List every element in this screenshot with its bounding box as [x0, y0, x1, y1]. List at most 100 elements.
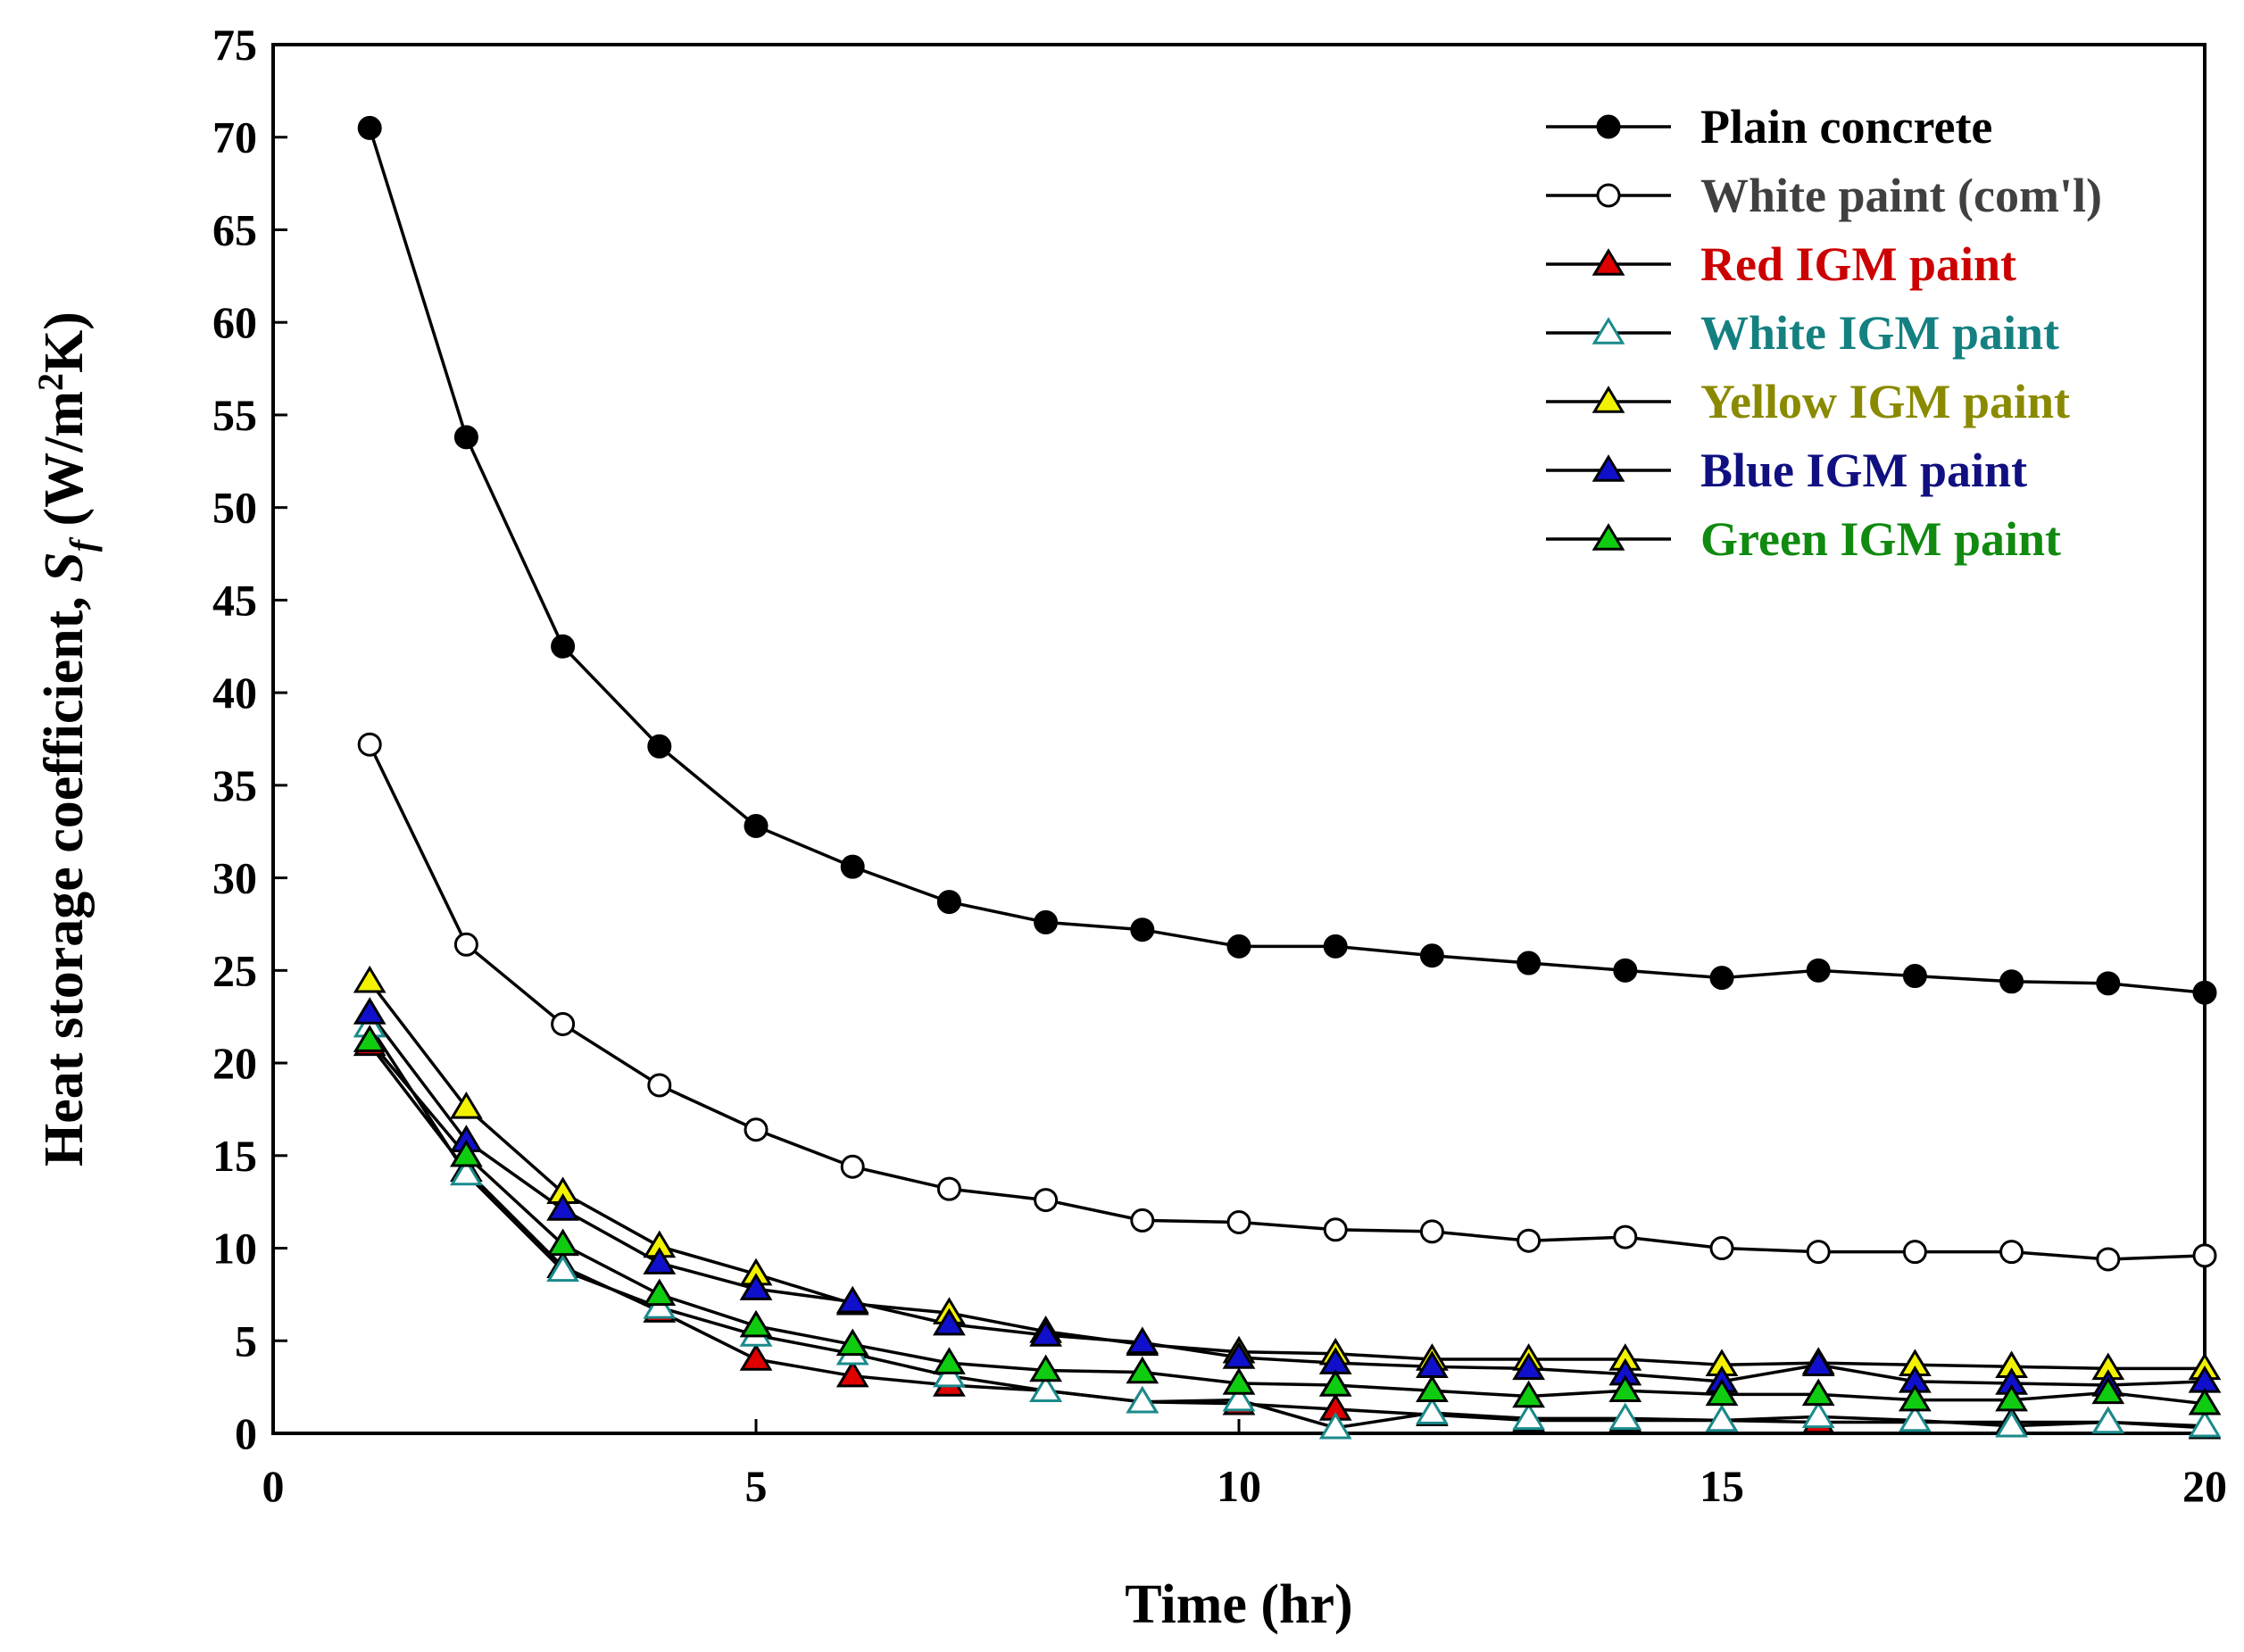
data-point-white-paint-com-l: [2192, 1243, 2217, 1268]
data-point-green-igm-paint: [1705, 1378, 1739, 1407]
data-point-white-igm-paint: [1029, 1374, 1062, 1403]
data-point-green-igm-paint: [1126, 1356, 1159, 1384]
data-point-green-igm-paint: [1318, 1369, 1352, 1397]
data-point-plain-concrete: [1709, 966, 1734, 991]
data-point-plain-concrete: [2192, 980, 2217, 1005]
y-tick-label: 50: [212, 483, 257, 533]
series-line-white-igm-paint: [368, 1025, 2206, 1430]
data-point-green-igm-paint: [643, 1278, 677, 1307]
y-axis-title-var: S: [34, 552, 95, 582]
data-point-white-igm-paint: [1608, 1402, 1642, 1431]
data-point-white-paint-com-l: [1130, 1208, 1155, 1233]
data-point-green-igm-paint: [1416, 1374, 1449, 1403]
data-point-plain-concrete: [936, 890, 961, 915]
x-tick-label: 20: [2182, 1461, 2227, 1511]
data-point-plain-concrete: [1902, 964, 1927, 989]
data-point-green-igm-paint: [353, 1025, 386, 1052]
data-point-green-igm-paint: [1899, 1383, 1932, 1412]
data-point-white-igm-paint: [1416, 1397, 1449, 1424]
data-point-plain-concrete: [1806, 958, 1831, 983]
data-point-white-paint-com-l: [647, 1073, 672, 1098]
legend-label-yellow-igm-paint: Yellow IGM paint: [1700, 375, 2070, 428]
data-point-blue-igm-paint: [739, 1273, 773, 1300]
legend-label-white-paint-com-l: White paint (com'l): [1700, 169, 2102, 222]
series-line-green-igm-paint: [368, 1040, 2206, 1406]
data-point-green-igm-paint: [2091, 1376, 2125, 1405]
data-point-white-igm-paint: [1512, 1402, 1545, 1431]
data-point-plain-concrete: [1517, 951, 1542, 975]
y-tick-label: 40: [212, 668, 257, 718]
data-point-green-igm-paint: [546, 1228, 579, 1257]
x-axis-title: Time (hr): [1125, 1574, 1352, 1635]
data-point-white-paint-com-l: [1034, 1188, 1059, 1213]
data-point-plain-concrete: [1034, 909, 1059, 934]
y-tick-label: 65: [212, 204, 257, 254]
data-point-green-igm-paint: [1512, 1380, 1545, 1408]
x-tick-label: 5: [745, 1461, 768, 1511]
y-axis-title: Heat storage coefficient, Sf (W/m2K): [30, 311, 103, 1166]
data-point-blue-igm-paint: [546, 1193, 579, 1221]
data-point-white-paint-com-l: [453, 932, 478, 957]
legend-label-green-igm-paint: Green IGM paint: [1700, 512, 2061, 566]
data-point-plain-concrete: [1999, 969, 2024, 994]
data-point-plain-concrete: [1323, 934, 1348, 959]
data-point-blue-igm-paint: [643, 1247, 677, 1274]
data-point-green-igm-paint: [933, 1347, 966, 1374]
y-tick-label: 35: [212, 760, 257, 810]
data-point-white-paint-com-l: [357, 732, 382, 757]
data-point-plain-concrete: [1130, 917, 1155, 942]
x-tick-label: 10: [1217, 1461, 1261, 1511]
y-tick-label: 75: [212, 20, 257, 70]
legend-marker-red-igm-paint: [1592, 248, 1625, 276]
legend-label-blue-igm-paint: Blue IGM paint: [1700, 444, 2027, 497]
legend-marker-yellow-igm-paint: [1592, 386, 1625, 413]
data-point-white-paint-com-l: [2096, 1247, 2121, 1272]
y-tick-label: 20: [212, 1038, 257, 1088]
series-line-blue-igm-paint: [368, 1011, 2206, 1387]
data-point-red-igm-paint: [739, 1343, 773, 1371]
y-tick-label: 70: [212, 112, 257, 162]
data-point-blue-igm-paint: [1029, 1319, 1062, 1347]
data-point-white-igm-paint: [1995, 1409, 2028, 1438]
legend-marker-plain-concrete: [1596, 114, 1621, 139]
data-point-plain-concrete: [840, 854, 865, 879]
data-point-white-igm-paint: [546, 1254, 579, 1283]
data-point-white-paint-com-l: [744, 1117, 769, 1142]
data-point-blue-igm-paint: [1801, 1349, 1835, 1376]
y-tick-label: 5: [235, 1316, 257, 1366]
data-point-plain-concrete: [551, 634, 576, 659]
data-point-plain-concrete: [1613, 958, 1638, 983]
data-point-white-igm-paint: [1705, 1404, 1739, 1432]
data-point-white-paint-com-l: [936, 1176, 961, 1201]
data-point-white-paint-com-l: [1226, 1209, 1251, 1234]
y-tick-label: 25: [212, 945, 257, 995]
data-point-plain-concrete: [744, 814, 769, 839]
data-point-white-paint-com-l: [551, 1011, 576, 1036]
data-point-plain-concrete: [1419, 943, 1444, 968]
y-axis-title-sub: f: [62, 536, 103, 552]
legend: Plain concrete White paint (com'l) Red IGM…: [1546, 100, 2102, 566]
data-point-green-igm-paint: [739, 1309, 773, 1338]
data-point-blue-igm-paint: [933, 1307, 966, 1336]
data-point-white-paint-com-l: [1517, 1228, 1542, 1253]
y-axis-title-sup: 2: [30, 373, 71, 391]
data-point-green-igm-paint: [1801, 1378, 1835, 1407]
data-point-white-paint-com-l: [1419, 1219, 1444, 1244]
data-point-plain-concrete: [647, 734, 672, 759]
data-point-green-igm-paint: [1222, 1367, 1256, 1395]
data-point-blue-igm-paint: [1512, 1352, 1545, 1381]
series-line-red-igm-paint: [368, 1043, 2206, 1430]
data-point-white-paint-com-l: [1806, 1240, 1831, 1265]
data-point-white-paint-com-l: [1323, 1217, 1348, 1242]
legend-label-plain-concrete: Plain concrete: [1700, 100, 1992, 154]
y-tick-label: 0: [235, 1408, 257, 1458]
legend-marker-blue-igm-paint: [1592, 454, 1625, 482]
data-point-plain-concrete: [357, 115, 382, 140]
data-point-blue-igm-paint: [1126, 1326, 1159, 1355]
series-line-plain-concrete: [368, 127, 2206, 994]
legend-label-white-igm-paint: White IGM paint: [1700, 306, 2059, 360]
y-tick-label: 55: [212, 390, 257, 440]
data-point-green-igm-paint: [1029, 1354, 1062, 1382]
data-point-white-paint-com-l: [1902, 1240, 1927, 1265]
